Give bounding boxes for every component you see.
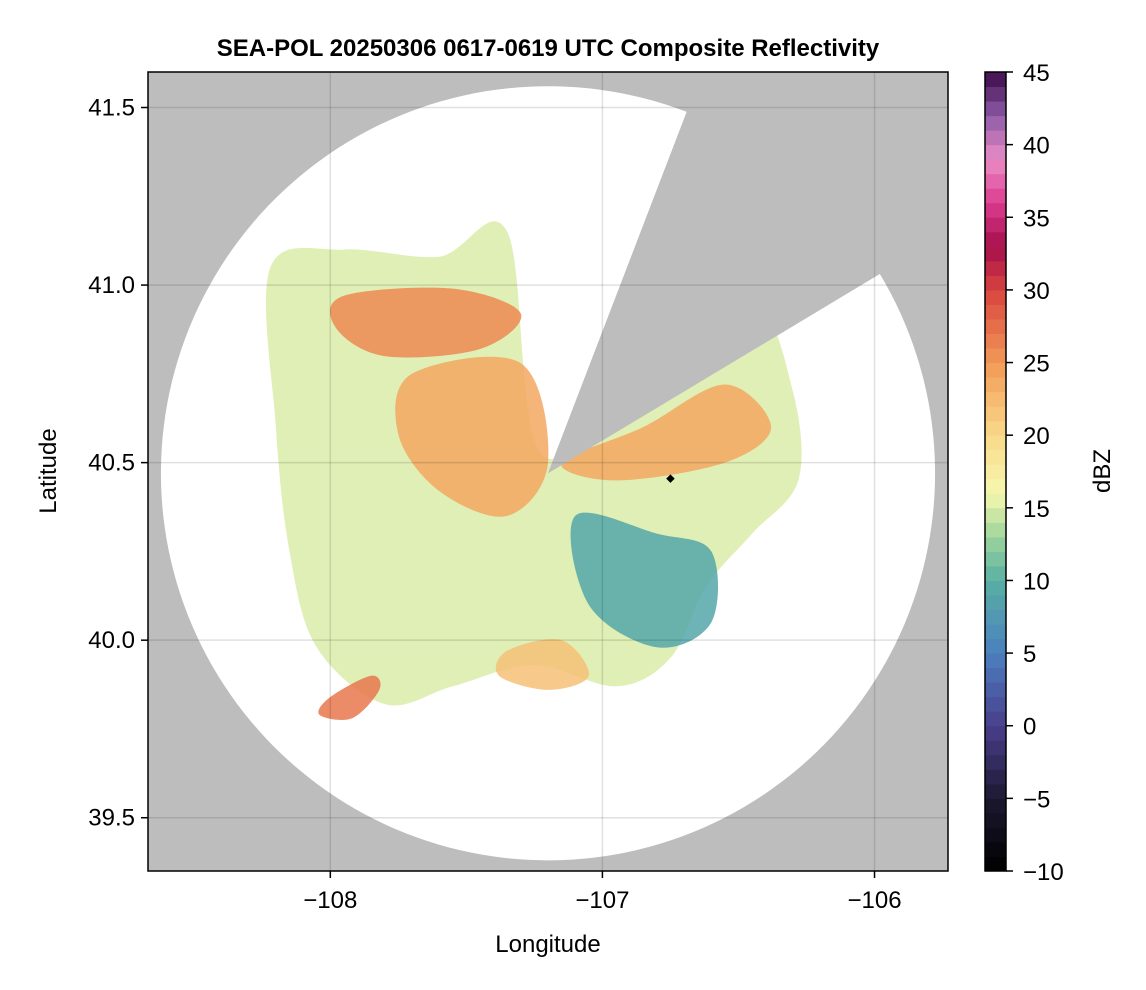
colorbar-bin (985, 812, 1006, 828)
colorbar-bin (985, 624, 1006, 640)
x-tick-label: −106 (847, 887, 901, 914)
colorbar-bin (985, 377, 1006, 393)
colorbar-bin (985, 522, 1006, 538)
colorbar-tick-label: 0 (1023, 714, 1036, 741)
colorbar-bin (985, 260, 1006, 276)
colorbar-tick-label: 35 (1023, 205, 1050, 232)
colorbar-bin (985, 653, 1006, 669)
x-tick-label: −107 (575, 887, 629, 914)
colorbar-tick-label: −5 (1023, 786, 1050, 813)
colorbar-bin (985, 231, 1006, 247)
colorbar-bin (985, 740, 1006, 756)
colorbar-bin (985, 783, 1006, 799)
colorbar-tick-label: 40 (1023, 133, 1050, 160)
colorbar-bin (985, 667, 1006, 683)
colorbar-tick-label: 30 (1023, 278, 1050, 305)
colorbar-bin (985, 333, 1006, 349)
colorbar-bin (985, 391, 1006, 407)
echo-region-south-cell (495, 639, 590, 690)
colorbar-tick-label: 5 (1023, 641, 1036, 668)
colorbar-tick-label: 10 (1023, 568, 1050, 595)
colorbar-bin (985, 188, 1006, 204)
colorbar-bin (985, 565, 1006, 581)
colorbar-bin (985, 449, 1006, 465)
colorbar-bin (985, 711, 1006, 727)
chart-title: SEA-POL 20250306 0617-0619 UTC Composite… (217, 35, 880, 62)
plot-area: −108 −107 −106 39.5 40.0 40.5 41.0 41.5 (88, 71, 949, 914)
y-tick-label: 41.5 (88, 95, 135, 122)
colorbar-bin (985, 638, 1006, 654)
location-marker (666, 474, 675, 483)
colorbar-bin (985, 551, 1006, 567)
colorbar-bin (985, 580, 1006, 596)
colorbar-bin (985, 536, 1006, 552)
echo-region-central-core (395, 356, 549, 517)
colorbar-bin (985, 841, 1006, 857)
colorbar-bin (985, 304, 1006, 320)
colorbar-bin (985, 594, 1006, 611)
colorbar-tick-label: 20 (1023, 423, 1050, 450)
colorbar-bin (985, 798, 1006, 814)
colorbar-tick-label: 45 (1023, 60, 1050, 87)
echo-region-southwest-cell (318, 675, 381, 721)
y-axis-ticks: 39.5 40.0 40.5 41.0 41.5 (88, 95, 148, 832)
colorbar-bin (985, 725, 1006, 741)
echo-region-north-band (329, 287, 522, 358)
colorbar-bin (985, 827, 1006, 843)
colorbar-bin (985, 72, 1006, 88)
colorbar-bin (985, 507, 1006, 523)
colorbar-bin (985, 348, 1006, 364)
blocked-sector (548, 72, 948, 474)
y-tick-label: 40.5 (88, 450, 135, 477)
colorbar-bin (985, 318, 1006, 334)
grid-lines (148, 72, 948, 871)
x-axis-label: Longitude (495, 931, 600, 958)
x-axis-ticks: −108 −107 −106 (303, 871, 902, 914)
colorbar-tick-label: −10 (1023, 859, 1064, 886)
y-axis-label: Latitude (35, 428, 62, 513)
reflectivity-echoes (265, 72, 948, 721)
colorbar-bin (985, 754, 1006, 770)
colorbar-bin (985, 406, 1006, 422)
colorbar-label: dBZ (1089, 449, 1116, 493)
colorbar-bin (985, 682, 1006, 698)
colorbar-bin (985, 101, 1006, 117)
colorbar-bin (985, 289, 1006, 305)
colorbar-ticks: −10 −5 0 5 10 15 20 25 30 35 40 45 (1006, 60, 1064, 886)
colorbar-bin (985, 478, 1006, 494)
colorbar-bins (985, 72, 1006, 872)
colorbar-bin (985, 464, 1006, 480)
colorbar-bin (985, 275, 1006, 291)
echo-region-southeast-low (570, 512, 719, 648)
colorbar-bin (985, 769, 1006, 785)
colorbar-bin (985, 159, 1006, 175)
colorbar-bin (985, 420, 1006, 436)
colorbar-bin (985, 696, 1006, 712)
colorbar-frame (984, 71, 1007, 872)
y-tick-label: 41.0 (88, 272, 135, 299)
y-tick-label: 39.5 (88, 805, 135, 832)
x-tick-label: −108 (303, 887, 357, 914)
colorbar-bin (985, 173, 1006, 189)
y-tick-label: 40.0 (88, 627, 135, 654)
colorbar-bin (985, 217, 1006, 233)
colorbar-bin (985, 246, 1006, 262)
colorbar-bin (985, 362, 1006, 378)
colorbar-tick-label: 15 (1023, 496, 1050, 523)
colorbar-bin (985, 609, 1006, 625)
colorbar-bin (985, 493, 1006, 509)
colorbar-bin (985, 115, 1006, 131)
colorbar-bin (985, 144, 1006, 160)
colorbar-bin (985, 202, 1006, 218)
colorbar-bin (985, 435, 1006, 451)
colorbar-bin (985, 130, 1006, 146)
colorbar-bin (985, 856, 1006, 872)
colorbar-bin (985, 86, 1006, 102)
echo-region-east-band (561, 384, 772, 481)
colorbar: −10 −5 0 5 10 15 20 25 30 35 40 45 (984, 60, 1064, 886)
plot-frame (147, 71, 949, 872)
colorbar-tick-label: 25 (1023, 351, 1050, 378)
